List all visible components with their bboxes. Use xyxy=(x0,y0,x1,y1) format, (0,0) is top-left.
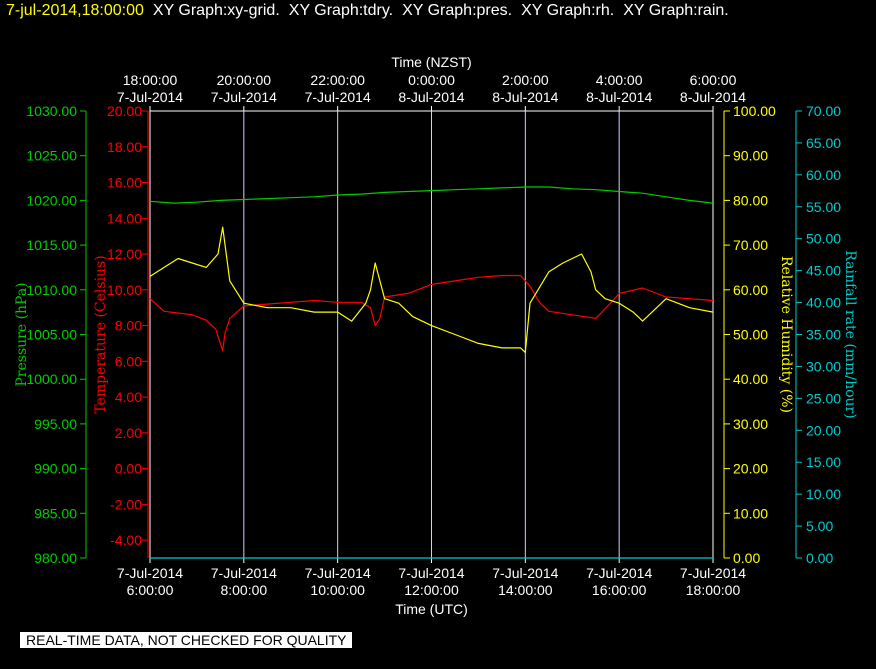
x-bottom-tick-label: 7-Jul-2014 xyxy=(211,565,277,581)
x-bottom-tick-label: 7-Jul-2014 xyxy=(680,565,746,581)
temperature-tick-label: 12.00 xyxy=(107,246,142,262)
pressure-tick-label: 1000.00 xyxy=(26,371,77,387)
x-bottom-tick-label: 8:00:00 xyxy=(220,582,267,598)
x-bottom-tick-label: 18:00:00 xyxy=(686,582,741,598)
rainfall-tick-label: 20.00 xyxy=(806,422,841,438)
x-bottom-tick-label: 16:00:00 xyxy=(592,582,647,598)
humidity-tick-label: 80.00 xyxy=(733,192,768,208)
rainfall-tick-label: 50.00 xyxy=(806,231,841,247)
rainfall-tick-label: 65.00 xyxy=(806,135,841,151)
x-top-tick-label: 8-Jul-2014 xyxy=(586,89,652,105)
rainfall-tick-label: 25.00 xyxy=(806,390,841,406)
pressure-tick-label: 990.00 xyxy=(34,461,77,477)
temperature-tick-label: 10.00 xyxy=(107,282,142,298)
humidity-tick-label: 70.00 xyxy=(733,237,768,253)
pressure-tick-label: 1025.00 xyxy=(26,148,77,164)
x-top-axis-label: Time (NZST) xyxy=(391,54,471,70)
humidity-tick-label: 40.00 xyxy=(733,371,768,387)
rainfall-tick-label: 5.00 xyxy=(806,518,833,534)
series-pres-line xyxy=(149,186,714,204)
x-top-tick-label: 0:00:00 xyxy=(408,72,455,88)
rainfall-tick-label: 40.00 xyxy=(806,295,841,311)
pressure-tick-label: 1020.00 xyxy=(26,192,77,208)
header-title-rh: XY Graph:rh. xyxy=(521,2,615,19)
temperature-tick-label: 16.00 xyxy=(107,175,142,191)
temperature-tick-label: 18.00 xyxy=(107,139,142,155)
pressure-tick-label: 1030.00 xyxy=(26,103,77,119)
x-bottom-tick-label: 6:00:00 xyxy=(127,582,174,598)
humidity-tick-label: 60.00 xyxy=(733,282,768,298)
temperature-axis-title: Temperature (Celsius) xyxy=(93,255,109,413)
pressure-tick-label: 980.00 xyxy=(34,550,77,566)
rainfall-tick-label: 35.00 xyxy=(806,327,841,343)
x-top-tick-label: 7-Jul-2014 xyxy=(305,89,371,105)
humidity-tick-label: 20.00 xyxy=(733,461,768,477)
humidity-tick-label: 10.00 xyxy=(733,505,768,521)
pressure-tick-label: 1010.00 xyxy=(26,282,77,298)
x-top-tick-label: 7-Jul-2014 xyxy=(211,89,277,105)
x-bottom-tick-label: 10:00:00 xyxy=(310,582,365,598)
pressure-tick-label: 1005.00 xyxy=(26,327,77,343)
humidity-tick-label: 0.00 xyxy=(733,550,760,566)
humidity-tick-label: 30.00 xyxy=(733,416,768,432)
temperature-tick-label: 0.00 xyxy=(115,461,142,477)
x-bottom-tick-label: 7-Jul-2014 xyxy=(586,565,652,581)
humidity-tick-label: 50.00 xyxy=(733,327,768,343)
temperature-tick-label: 8.00 xyxy=(115,318,142,334)
rainfall-tick-label: 55.00 xyxy=(806,199,841,215)
temperature-tick-label: 4.00 xyxy=(115,389,142,405)
rainfall-tick-label: 15.00 xyxy=(806,454,841,470)
x-top-tick-label: 20:00:00 xyxy=(217,72,272,88)
x-top-tick-label: 8-Jul-2014 xyxy=(398,89,464,105)
x-bottom-axis-label: Time (UTC) xyxy=(395,601,468,617)
header-bar: 7-jul-2014,18:00:00 XY Graph:xy-grid. XY G… xyxy=(6,2,729,20)
pressure-axis-title: Pressure (hPa) xyxy=(14,282,30,386)
x-bottom-tick-label: 7-Jul-2014 xyxy=(305,565,371,581)
header-title-rain: XY Graph:rain. xyxy=(623,2,729,19)
quality-disclaimer: REAL-TIME DATA, NOT CHECKED FOR QUALITY xyxy=(20,632,353,648)
rainfall-tick-label: 45.00 xyxy=(806,263,841,279)
x-bottom-tick-label: 7-Jul-2014 xyxy=(398,565,464,581)
x-top-tick-label: 2:00:00 xyxy=(502,72,549,88)
x-top-tick-label: 8-Jul-2014 xyxy=(492,89,558,105)
header-title-xy-grid: XY Graph:xy-grid. xyxy=(152,2,280,19)
x-bottom-tick-label: 7-Jul-2014 xyxy=(117,565,183,581)
humidity-tick-label: 100.00 xyxy=(733,103,776,119)
rainfall-tick-label: 60.00 xyxy=(806,167,841,183)
x-bottom-tick-label: 14:00:00 xyxy=(498,582,553,598)
rainfall-axis-title: Rainfall rate (mm/hour) xyxy=(842,250,858,418)
x-top-tick-label: 4:00:00 xyxy=(596,72,643,88)
humidity-axis-title: Relative Humidity (%) xyxy=(778,256,794,413)
rainfall-tick-label: 10.00 xyxy=(806,486,841,502)
humidity-tick-label: 90.00 xyxy=(733,148,768,164)
x-top-tick-label: 7-Jul-2014 xyxy=(117,89,183,105)
pressure-tick-label: 1015.00 xyxy=(26,237,77,253)
temperature-tick-label: 14.00 xyxy=(107,210,142,226)
rainfall-tick-label: 0.00 xyxy=(806,550,833,566)
rainfall-tick-label: 70.00 xyxy=(806,103,841,119)
x-bottom-tick-label: 7-Jul-2014 xyxy=(492,565,558,581)
series-tdry-line xyxy=(149,274,714,352)
temperature-tick-label: -4.00 xyxy=(110,532,142,548)
pressure-tick-label: 985.00 xyxy=(34,505,77,521)
temperature-tick-label: 20.00 xyxy=(107,103,142,119)
x-top-tick-label: 6:00:00 xyxy=(690,72,737,88)
x-top-tick-label: 22:00:00 xyxy=(310,72,365,88)
x-bottom-tick-label: 12:00:00 xyxy=(404,582,459,598)
temperature-tick-label: 2.00 xyxy=(115,425,142,441)
rainfall-tick-label: 30.00 xyxy=(806,358,841,374)
series-rh-line xyxy=(149,226,714,353)
x-top-tick-label: 18:00:00 xyxy=(123,72,178,88)
header-title-pres: XY Graph:pres. xyxy=(402,2,513,19)
pressure-tick-label: 995.00 xyxy=(34,416,77,432)
header-title-tdry: XY Graph:tdry. xyxy=(288,2,394,19)
temperature-tick-label: 6.00 xyxy=(115,353,142,369)
temperature-tick-label: -2.00 xyxy=(110,496,142,512)
x-top-tick-label: 8-Jul-2014 xyxy=(680,89,746,105)
header-datetime: 7-jul-2014,18:00:00 xyxy=(6,2,144,19)
